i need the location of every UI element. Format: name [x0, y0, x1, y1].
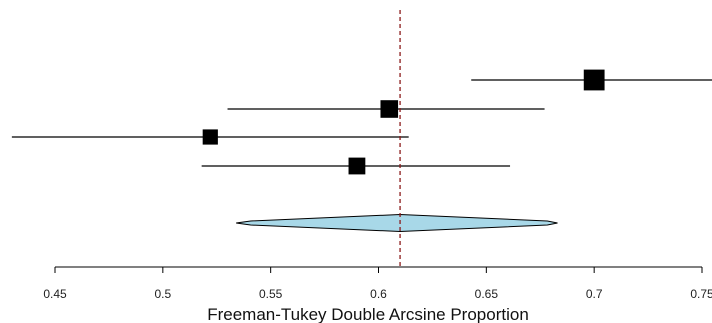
summary-diamond	[236, 213, 558, 233]
studies-layer	[11, 69, 712, 175]
x-tick-label: 0.7	[586, 287, 603, 301]
x-tick-label: 0.5	[154, 287, 171, 301]
x-axis-title: Freeman-Tukey Double Arcsine Proportion	[207, 305, 529, 323]
summary-layer	[236, 213, 558, 233]
study-marker	[348, 157, 366, 175]
study-marker	[380, 100, 399, 118]
x-tick-label: 0.65	[475, 287, 499, 301]
x-axis: 0.45 0.5 0.55 0.6 0.65 0.7 0.75	[43, 266, 712, 301]
study-marker	[202, 129, 218, 145]
x-tick-label: 0.6	[370, 287, 387, 301]
x-tick-label: 0.45	[43, 287, 67, 301]
study-marker	[583, 69, 605, 91]
x-tick-label: 0.55	[259, 287, 283, 301]
x-tick-label: 0.75	[690, 287, 712, 301]
